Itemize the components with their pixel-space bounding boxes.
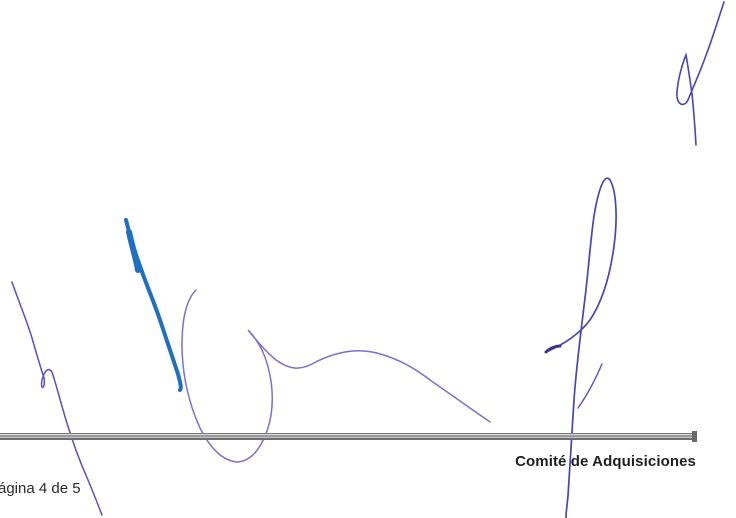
- footer-committee-name: Comité de Adquisiciones: [515, 453, 696, 470]
- signature-blue-stroke: [124, 218, 183, 392]
- footer-divider-end: [692, 431, 697, 442]
- footer-divider: [0, 433, 697, 440]
- footer-page-number: ágina 4 de 5: [0, 480, 81, 497]
- signature-top-right: [676, 1, 725, 146]
